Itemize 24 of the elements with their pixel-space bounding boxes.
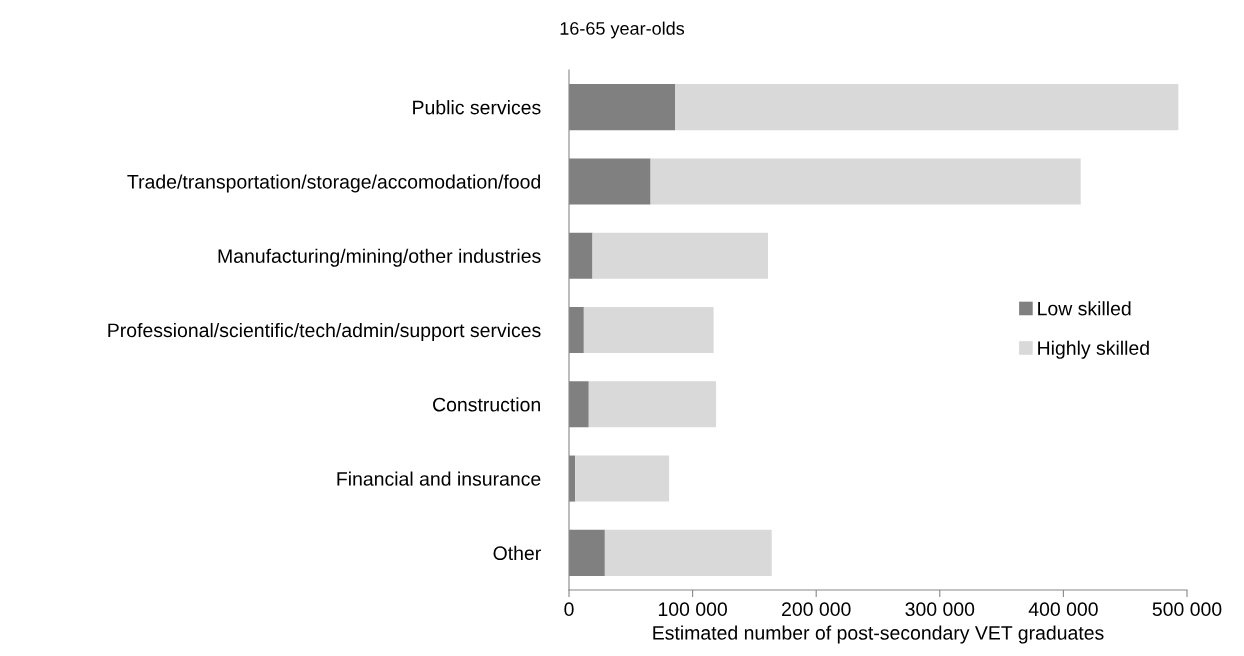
chart-title: 16-65 year-olds: [560, 21, 685, 39]
bar: [588, 381, 717, 428]
bar: [675, 84, 1179, 131]
x-axis-title: Estimated number of post-secondary VET graduates: [653, 625, 1104, 644]
y-tick-label: Other: [493, 545, 541, 561]
y-tick-label: Manufacturing/mining/other industries: [218, 248, 541, 267]
legend-label: Low skilled: [1038, 301, 1131, 316]
x-tick-label: 400 000: [1028, 602, 1098, 617]
x-tick-label: 100 000: [658, 602, 727, 617]
y-tick-label: Construction: [433, 397, 540, 412]
bar: [583, 306, 714, 354]
y-tick-label: Trade/transportation/storage/accomodation/food: [127, 174, 540, 193]
x-tick-label: 200 000: [782, 602, 851, 617]
x-tick-label: 500 000: [1152, 602, 1222, 617]
bar: [592, 232, 768, 279]
bar: [604, 529, 772, 576]
y-tick-label: Professional/scientific/tech/admin/support services: [108, 322, 541, 342]
x-tick-label: 0: [564, 602, 574, 617]
y-tick-label: Public services: [413, 100, 541, 115]
legend-label: Highly skilled: [1038, 340, 1149, 359]
bar: [575, 455, 670, 502]
bar: [650, 158, 1081, 205]
x-tick-label: 300 000: [905, 602, 975, 617]
y-tick-label: Financial and insurance: [337, 471, 541, 486]
